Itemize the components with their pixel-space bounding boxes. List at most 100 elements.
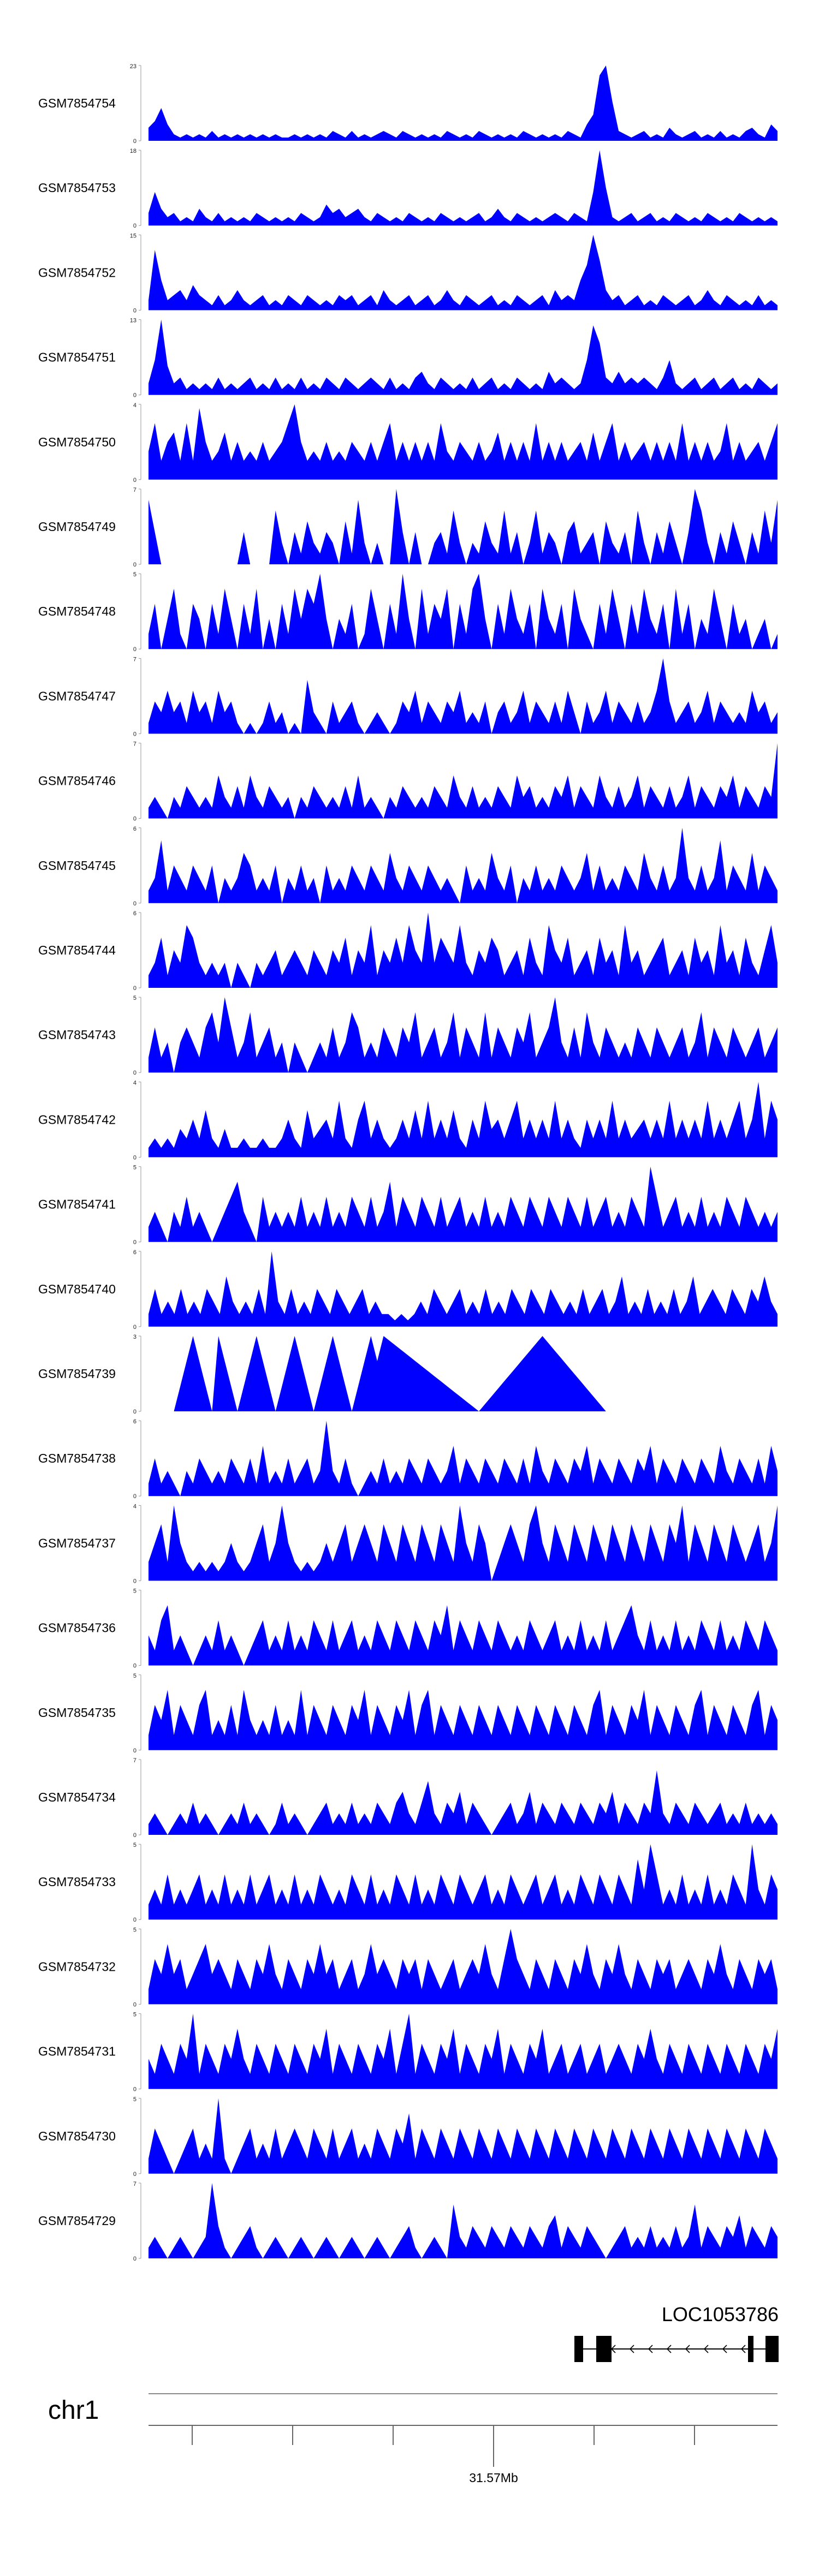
- track-GSM7854748: GSM7854748 5 0: [38, 571, 778, 653]
- y-max-label: 5: [133, 2096, 136, 2103]
- strand-arrow: [648, 2345, 653, 2353]
- track-GSM7854740: GSM7854740 6 0: [38, 1249, 778, 1331]
- track-label: GSM7854742: [38, 1112, 116, 1126]
- track-label: GSM7854734: [38, 1790, 116, 1804]
- coverage-area: [149, 1690, 778, 1750]
- track-GSM7854749: GSM7854749 7 0: [38, 487, 778, 568]
- track-GSM7854746: GSM7854746 7 0: [38, 741, 778, 822]
- y-zero-label: 0: [133, 1324, 136, 1331]
- coverage-area: [149, 2013, 778, 2089]
- y-zero-label: 0: [133, 816, 136, 822]
- y-zero-label: 0: [133, 1239, 136, 1246]
- y-zero-label: 0: [133, 477, 136, 484]
- coverage-area: [149, 1505, 778, 1581]
- track-GSM7854747: GSM7854747 7 0: [38, 656, 778, 737]
- track-GSM7854741: GSM7854741 5 0: [38, 1165, 778, 1246]
- gene-exon: [748, 2336, 753, 2362]
- track-label: GSM7854748: [38, 604, 116, 618]
- y-max-label: 18: [130, 148, 136, 154]
- coverage-area: [174, 1336, 606, 1411]
- coverage-tracks: GSM7854754230GSM7854753180GSM7854752150G…: [38, 63, 778, 2262]
- y-zero-label: 0: [133, 392, 136, 399]
- track-label: GSM7854750: [38, 435, 116, 449]
- strand-arrow: [740, 2345, 746, 2353]
- y-max-label: 5: [133, 1673, 136, 1679]
- track-label: GSM7854743: [38, 1028, 116, 1042]
- track-label: GSM7854754: [38, 96, 116, 110]
- track-GSM7854744: GSM7854744 6 0: [38, 910, 778, 992]
- y-max-label: 3: [133, 1334, 136, 1340]
- y-max-label: 5: [133, 1927, 136, 1933]
- y-zero-label: 0: [133, 1578, 136, 1584]
- y-zero-label: 0: [133, 2001, 136, 2008]
- genome-axis: 31.57Mb: [149, 2425, 778, 2485]
- y-max-label: 6: [133, 826, 136, 832]
- y-max-label: 5: [133, 995, 136, 1001]
- track-label: GSM7854730: [38, 2129, 116, 2143]
- y-zero-label: 0: [133, 1748, 136, 1754]
- y-max-label: 6: [133, 910, 136, 917]
- genome-position-label: 31.57Mb: [469, 2471, 518, 2485]
- y-max-label: 4: [133, 402, 136, 409]
- y-max-label: 5: [133, 571, 136, 578]
- track-label: GSM7854733: [38, 1875, 116, 1889]
- y-zero-label: 0: [133, 1154, 136, 1161]
- y-zero-label: 0: [133, 1070, 136, 1076]
- coverage-area: [149, 743, 778, 819]
- strand-arrow: [685, 2345, 690, 2353]
- track-GSM7854743: GSM7854743 5 0: [38, 995, 778, 1076]
- gene-exon: [574, 2336, 583, 2362]
- track-GSM7854745: GSM7854745 6 0: [38, 826, 778, 907]
- coverage-area: [149, 658, 778, 734]
- coverage-area: [149, 997, 778, 1073]
- y-zero-label: 0: [133, 901, 136, 907]
- y-max-label: 5: [133, 2012, 136, 2018]
- coverage-area: [149, 235, 778, 311]
- coverage-area: [149, 150, 778, 226]
- track-label: GSM7854735: [38, 1706, 116, 1720]
- track-label: GSM7854751: [38, 350, 116, 365]
- y-zero-label: 0: [133, 1663, 136, 1669]
- y-zero-label: 0: [133, 223, 136, 229]
- y-zero-label: 0: [133, 1917, 136, 1923]
- track-label: GSM7854749: [38, 520, 116, 534]
- coverage-area: [149, 574, 778, 649]
- coverage-area: [149, 827, 778, 903]
- coverage-area: [149, 65, 778, 141]
- coverage-area: [149, 1166, 778, 1242]
- coverage-area: [149, 913, 778, 988]
- y-max-label: 6: [133, 1249, 136, 1256]
- coverage-area: [149, 1844, 778, 1920]
- y-zero-label: 0: [133, 2086, 136, 2093]
- coverage-area: [149, 1251, 778, 1327]
- y-zero-label: 0: [133, 646, 136, 653]
- track-GSM7854739: GSM7854739 3 0: [38, 1334, 606, 1415]
- gene-exon: [596, 2336, 612, 2362]
- track-label: GSM7854738: [38, 1451, 116, 1465]
- track-GSM7854732: GSM7854732 5 0: [38, 1927, 778, 2008]
- y-max-label: 7: [133, 656, 136, 663]
- y-zero-label: 0: [133, 731, 136, 737]
- y-max-label: 7: [133, 2181, 136, 2187]
- y-zero-label: 0: [133, 1832, 136, 1839]
- y-zero-label: 0: [133, 2171, 136, 2178]
- y-max-label: 6: [133, 1418, 136, 1425]
- chromosome-label: chr1: [48, 2396, 99, 2425]
- track-GSM7854738: GSM7854738 6 0: [38, 1418, 778, 1500]
- track-label: GSM7854736: [38, 1621, 116, 1635]
- y-max-label: 15: [130, 232, 136, 239]
- y-zero-label: 0: [133, 307, 136, 314]
- track-label: GSM7854752: [38, 265, 116, 279]
- track-GSM7854751: GSM7854751 13 0: [38, 318, 778, 399]
- y-max-label: 7: [133, 1757, 136, 1764]
- chromosome-ideogram: chr1: [48, 2393, 778, 2425]
- y-max-label: 5: [133, 1588, 136, 1595]
- coverage-area: [149, 1929, 778, 2005]
- strand-arrow: [666, 2345, 672, 2353]
- coverage-area: [149, 2183, 778, 2258]
- coverage-area: [149, 489, 778, 564]
- track-label: GSM7854740: [38, 1282, 116, 1296]
- track-GSM7854736: GSM7854736 5 0: [38, 1588, 778, 1669]
- track-GSM7854750: GSM7854750 4 0: [38, 402, 778, 484]
